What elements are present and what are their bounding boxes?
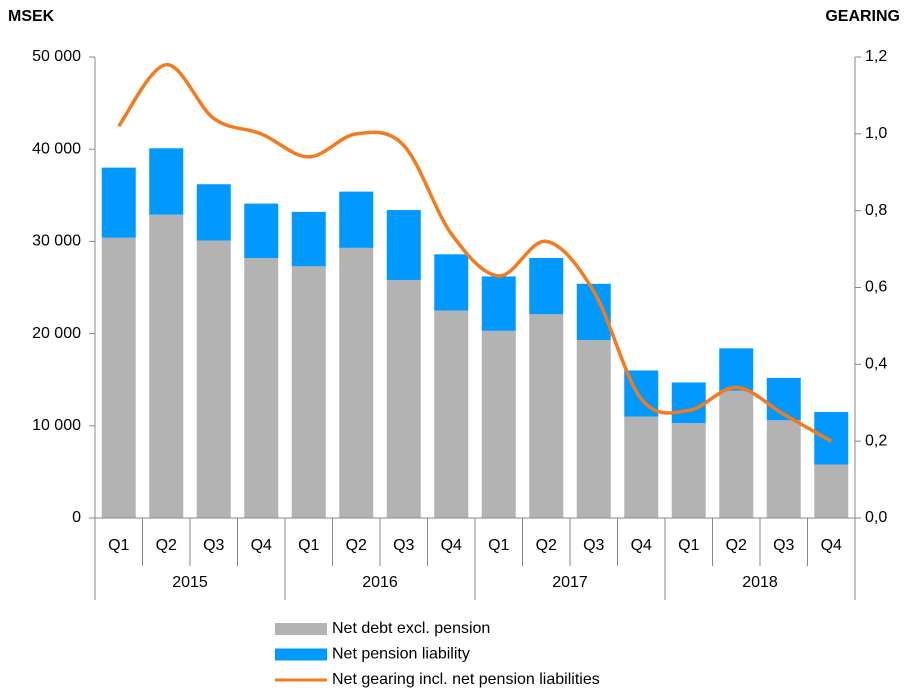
y2-tick-label: 1,0 [865, 125, 887, 142]
y2-tick-label: 0,8 [865, 202, 887, 219]
x-tick-label: Q2 [536, 537, 557, 554]
bar [481, 276, 516, 331]
bar [624, 416, 659, 518]
bar [814, 411, 849, 465]
bar [671, 423, 706, 518]
y-tick-label: 10 000 [32, 417, 81, 434]
x-tick-label: Q2 [156, 537, 177, 554]
bar [101, 167, 136, 238]
bar [576, 340, 611, 518]
x-tick-label: Q1 [488, 537, 509, 554]
bar [434, 310, 469, 518]
legend-swatch [275, 623, 327, 635]
x-tick-label: Q3 [773, 537, 794, 554]
bar [481, 330, 516, 518]
y2-tick-label: 0,0 [865, 509, 887, 526]
x-group-label: 2015 [172, 574, 208, 591]
bar [339, 247, 374, 518]
line [117, 62, 833, 443]
x-tick-label: Q1 [108, 537, 129, 554]
bar [101, 237, 136, 518]
x-tick-label: Q4 [631, 537, 652, 554]
bar [196, 184, 231, 241]
bar [671, 382, 706, 424]
bar [434, 254, 469, 311]
legend-swatch [275, 648, 327, 661]
x-tick-label: Q2 [726, 537, 747, 554]
bar [244, 203, 279, 258]
x-group-label: 2017 [552, 574, 588, 591]
x-tick-label: Q3 [583, 537, 604, 554]
bar [291, 266, 326, 518]
bar [244, 257, 279, 518]
x-tick-label: Q3 [203, 537, 224, 554]
x-tick-label: Q2 [346, 537, 367, 554]
y2-tick-label: 1,2 [865, 48, 887, 65]
x-tick-label: Q1 [298, 537, 319, 554]
bar [529, 257, 564, 315]
bar [339, 191, 374, 248]
y-axis-label: MSEK [8, 8, 55, 25]
y2-tick-label: 0,6 [865, 279, 887, 296]
x-tick-label: Q4 [821, 537, 842, 554]
bar [149, 214, 184, 519]
legend-label: Net debt excl. pension [332, 620, 490, 637]
legend-label: Net pension liability [332, 646, 470, 663]
y2-tick-label: 0,2 [865, 432, 887, 449]
y-tick-label: 40 000 [32, 140, 81, 157]
x-tick-label: Q3 [393, 537, 414, 554]
bar [149, 148, 184, 215]
legend-label: Net gearing incl. net pension liabilitie… [332, 671, 600, 688]
x-tick-label: Q4 [441, 537, 462, 554]
x-group-label: 2018 [742, 574, 778, 591]
bar [291, 211, 326, 267]
y-tick-label: 0 [72, 509, 81, 526]
bar [386, 210, 421, 281]
bar [386, 280, 421, 518]
y2-tick-label: 0,4 [865, 356, 887, 373]
bar [814, 464, 849, 518]
y-tick-label: 30 000 [32, 233, 81, 250]
y2-axis-label: GEARING [825, 8, 900, 25]
x-tick-label: Q4 [251, 537, 272, 554]
bar [766, 420, 801, 518]
bar [719, 348, 754, 391]
bar [719, 390, 754, 518]
y-tick-label: 20 000 [32, 325, 81, 342]
x-tick-label: Q1 [678, 537, 699, 554]
bar [529, 314, 564, 518]
y-tick-label: 50 000 [32, 48, 81, 65]
bar [196, 240, 231, 518]
x-group-label: 2016 [362, 574, 398, 591]
